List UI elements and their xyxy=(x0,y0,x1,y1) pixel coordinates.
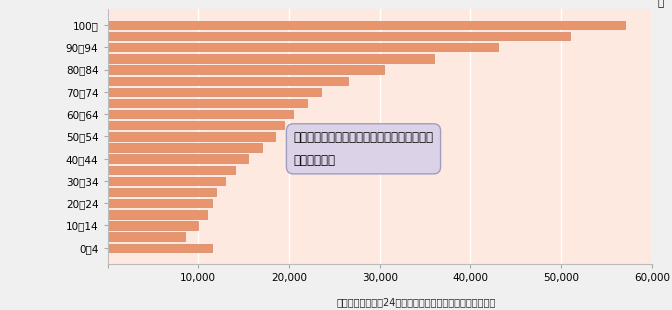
Bar xyxy=(108,177,226,185)
Bar xyxy=(108,43,497,51)
Bar xyxy=(108,188,216,196)
Text: 年齢に比例して１回の医療費は増加する傾向
にあります。: 年齢に比例して１回の医療費は増加する傾向 にあります。 xyxy=(294,131,433,167)
Bar xyxy=(108,244,212,252)
Bar xyxy=(108,99,307,107)
Bar xyxy=(108,199,212,207)
Bar xyxy=(108,166,235,174)
Bar xyxy=(108,121,284,130)
Bar xyxy=(108,54,434,63)
Bar xyxy=(108,143,262,152)
Bar xyxy=(108,221,198,230)
Bar xyxy=(108,77,348,85)
Text: 円: 円 xyxy=(657,0,663,7)
Bar xyxy=(108,88,321,96)
Bar xyxy=(108,154,248,163)
Text: 厚生労働省「平成24年医療給付実態調査」より日野市作成: 厚生労働省「平成24年医療給付実態調査」より日野市作成 xyxy=(337,297,496,307)
Bar xyxy=(108,210,207,219)
Bar xyxy=(108,32,571,40)
Bar xyxy=(108,65,384,74)
Bar xyxy=(108,132,276,140)
Bar xyxy=(108,232,185,241)
Bar xyxy=(108,110,294,118)
Bar xyxy=(108,21,625,29)
